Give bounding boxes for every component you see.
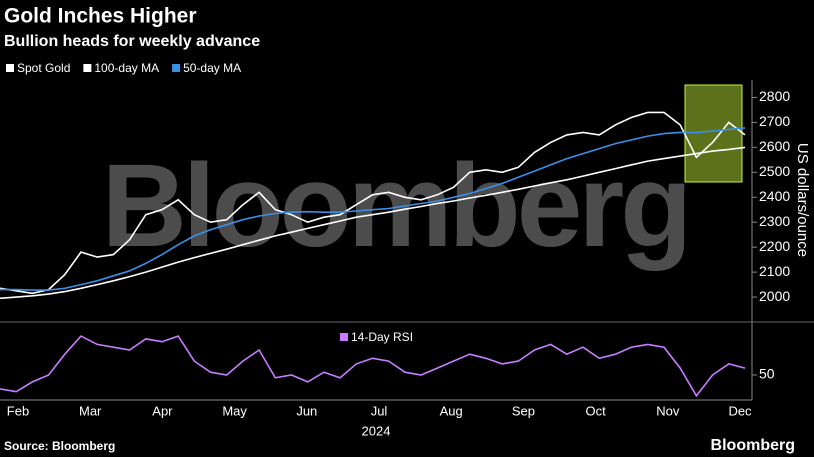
x-tick-label: Oct (585, 403, 606, 418)
logo: Bloomberg (711, 437, 795, 454)
y-axis-label: US dollars/ounce (794, 143, 811, 257)
legend-label: 50-day MA (183, 61, 241, 75)
series-line (0, 127, 746, 291)
y-tick-label: 2000 (759, 288, 790, 304)
legend-label: 14-Day RSI (351, 330, 413, 344)
x-tick-label: Jun (296, 403, 317, 418)
y-tick-label: 2400 (759, 188, 790, 204)
legend-swatch (340, 333, 348, 341)
legend-label: 100-day MA (94, 61, 159, 75)
chart-subtitle: Bullion heads for weekly advance (4, 33, 260, 50)
x-tick-label: Jul (371, 403, 388, 418)
source: Source: Bloomberg (4, 439, 115, 453)
y-tick-label: 2100 (759, 263, 790, 279)
legend-swatch (83, 64, 92, 72)
x-tick-label: May (222, 403, 247, 418)
x-tick-label: Feb (7, 403, 29, 418)
chart-title: Gold Inches Higher (4, 5, 197, 28)
y-tick-label: 2600 (759, 138, 790, 154)
legend-swatch (172, 64, 181, 72)
series-line (0, 111, 746, 295)
y-tick-label: 2700 (759, 113, 790, 129)
y-tick-label: 2500 (759, 163, 790, 179)
legend-swatch (6, 64, 14, 72)
series-line (0, 146, 746, 300)
x-axis-label: 2024 (362, 423, 391, 438)
x-tick-label: Mar (79, 403, 102, 418)
x-tick-label: Aug (440, 403, 463, 418)
x-tick-label: Sep (512, 403, 535, 418)
y-tick-label: 50 (759, 366, 775, 382)
x-tick-label: Nov (656, 403, 680, 418)
x-tick-label: Dec (728, 403, 752, 418)
series-line (0, 335, 746, 398)
legend-label: Spot Gold (17, 61, 70, 75)
y-tick-label: 2800 (759, 88, 790, 104)
y-tick-label: 2300 (759, 213, 790, 229)
highlight-box (684, 84, 743, 183)
watermark: Bloomberg (102, 140, 689, 272)
y-tick-label: 2200 (759, 238, 790, 254)
x-tick-label: Apr (152, 403, 173, 418)
